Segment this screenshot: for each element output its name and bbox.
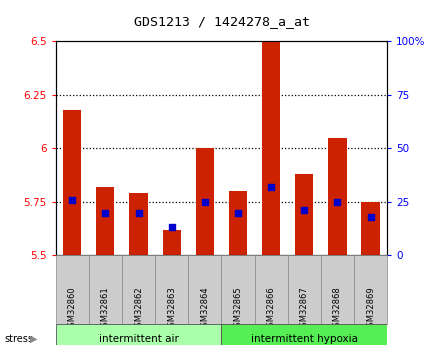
Text: GSM32869: GSM32869: [366, 286, 375, 332]
Text: stress: stress: [4, 334, 33, 344]
Bar: [162, 230, 181, 255]
Bar: [328, 138, 347, 255]
Text: GSM32868: GSM32868: [333, 286, 342, 332]
Text: GSM32863: GSM32863: [167, 286, 176, 332]
Text: GDS1213 / 1424278_a_at: GDS1213 / 1424278_a_at: [134, 16, 311, 29]
Bar: [361, 202, 380, 255]
Bar: [229, 191, 247, 255]
Bar: [222, 255, 255, 324]
Bar: [188, 255, 222, 324]
Point: [367, 214, 374, 219]
Text: GSM32862: GSM32862: [134, 286, 143, 332]
Text: GSM32864: GSM32864: [200, 286, 209, 332]
Point: [135, 210, 142, 215]
Bar: [89, 255, 122, 324]
Text: GSM32861: GSM32861: [101, 286, 110, 332]
Bar: [255, 255, 287, 324]
Bar: [262, 41, 280, 255]
Text: intermittent air: intermittent air: [99, 334, 178, 344]
Bar: [56, 255, 89, 324]
Bar: [295, 174, 313, 255]
Point: [267, 184, 275, 190]
Text: GSM32866: GSM32866: [267, 286, 275, 332]
Text: intermittent hypoxia: intermittent hypoxia: [251, 334, 358, 344]
Bar: [63, 110, 81, 255]
Point: [69, 197, 76, 203]
Bar: [354, 255, 387, 324]
Bar: [321, 255, 354, 324]
Point: [334, 199, 341, 205]
Text: GSM32865: GSM32865: [234, 286, 243, 332]
Point: [235, 210, 242, 215]
Text: GSM32860: GSM32860: [68, 286, 77, 332]
Point: [301, 208, 308, 213]
Bar: [96, 187, 114, 255]
Bar: [155, 255, 188, 324]
Bar: [129, 193, 148, 255]
Bar: [56, 324, 222, 345]
Text: GSM32867: GSM32867: [300, 286, 309, 332]
Bar: [196, 148, 214, 255]
Text: ▶: ▶: [30, 334, 38, 344]
Point: [201, 199, 208, 205]
Bar: [122, 255, 155, 324]
Bar: [222, 324, 387, 345]
Bar: [288, 255, 321, 324]
Point: [102, 210, 109, 215]
Point: [168, 225, 175, 230]
